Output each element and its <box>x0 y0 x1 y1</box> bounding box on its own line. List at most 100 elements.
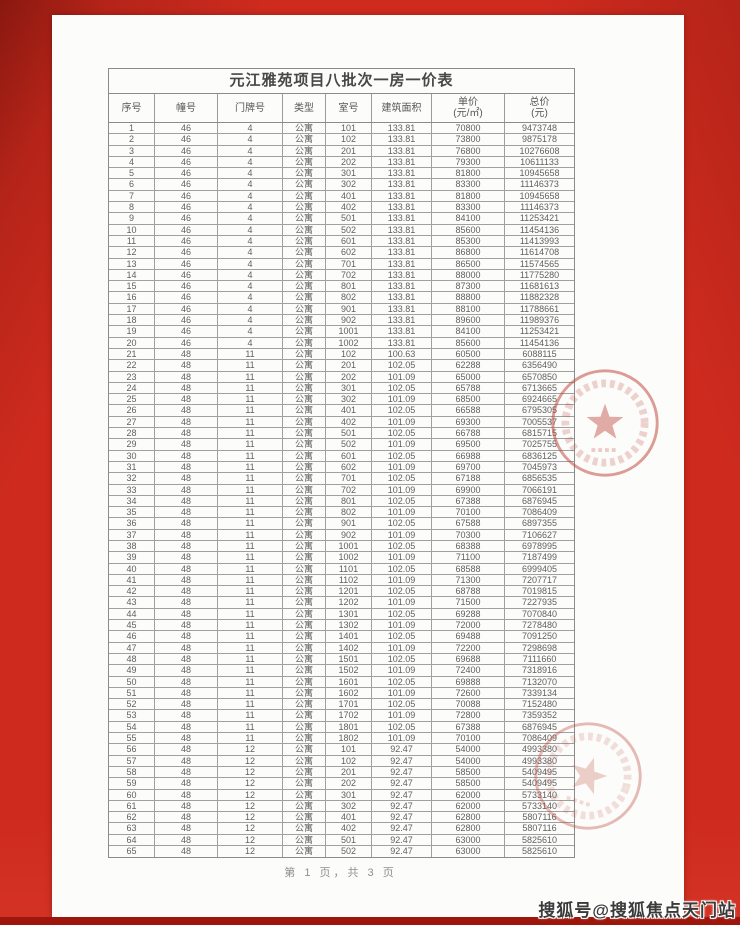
table-cell: 901 <box>326 303 372 316</box>
table-cell: 71100 <box>432 552 505 564</box>
table-cell: 85600 <box>432 224 505 236</box>
table-cell: 46 <box>155 235 218 248</box>
table-cell: 67388 <box>432 495 505 508</box>
table-cell: 1102 <box>326 574 372 587</box>
table-cell: 6856535 <box>505 473 574 485</box>
table-cell: 92.47 <box>372 744 432 756</box>
table-cell: 42 <box>109 586 155 598</box>
table-cell: 公寓 <box>283 428 326 440</box>
table-cell: 86500 <box>432 258 505 270</box>
table-cell: 公寓 <box>283 597 326 609</box>
table-cell: 101.09 <box>372 665 432 677</box>
table-cell: 102.05 <box>372 540 432 553</box>
table-cell: 11 <box>218 461 283 474</box>
table-cell: 102.05 <box>372 360 432 372</box>
table-cell: 9875178 <box>505 134 574 146</box>
table-cell: 7005537 <box>505 417 574 429</box>
table-cell: 11 <box>218 382 283 395</box>
table-cell: 1402 <box>326 642 372 654</box>
table-row: 56 48 12 公寓 101 92.47 54000 4993380 <box>109 744 574 756</box>
table-cell: 公寓 <box>283 269 326 282</box>
table-cell: 48 <box>155 778 218 790</box>
table-cell: 46 <box>155 202 218 214</box>
table-cell: 11 <box>218 518 283 530</box>
table-cell: 85300 <box>432 235 505 248</box>
table-row: 41 48 11 公寓 1102 101.09 71300 7207717 <box>109 574 574 587</box>
table-cell: 48 <box>155 405 218 417</box>
table-cell: 11 <box>218 529 283 541</box>
table-cell: 13 <box>109 258 155 270</box>
table-cell: 61 <box>109 800 155 813</box>
table-cell: 4 <box>218 258 283 270</box>
table-row: 48 48 11 公寓 1501 102.05 69688 7111660 <box>109 653 574 666</box>
table-cell: 11 <box>218 687 283 700</box>
table-cell: 66588 <box>432 405 505 417</box>
table-cell: 24 <box>109 382 155 395</box>
table-cell: 55 <box>109 733 155 745</box>
column-header: 类型 <box>283 94 326 122</box>
table-cell: 公寓 <box>283 292 326 304</box>
table-cell: 101.09 <box>372 687 432 700</box>
table-cell: 62800 <box>432 823 505 835</box>
table-cell: 68588 <box>432 563 505 575</box>
table-cell: 公寓 <box>283 800 326 813</box>
table-cell: 70100 <box>432 733 505 745</box>
table-cell: 401 <box>326 190 372 203</box>
table-cell: 公寓 <box>283 190 326 203</box>
table-cell: 46 <box>155 156 218 169</box>
table-cell: 公寓 <box>283 213 326 225</box>
table-cell: 公寓 <box>283 574 326 587</box>
table-cell: 12 <box>218 789 283 801</box>
table-cell: 46 <box>155 179 218 191</box>
table-cell: 1601 <box>326 676 372 688</box>
table-cell: 69900 <box>432 484 505 496</box>
table-cell: 902 <box>326 315 372 327</box>
table-cell: 56 <box>109 744 155 756</box>
table-cell: 101.09 <box>372 416 432 429</box>
table-cell: 92.47 <box>372 800 432 813</box>
table-cell: 85600 <box>432 337 505 349</box>
table-cell: 4993380 <box>505 756 574 767</box>
table-cell: 133.81 <box>372 179 432 191</box>
table-row: 23 48 11 公寓 202 101.09 65000 6570850 <box>109 371 574 383</box>
table-cell: 48 <box>155 416 218 429</box>
table-cell: 402 <box>326 823 372 835</box>
table-cell: 4 <box>218 292 283 304</box>
table-cell: 48 <box>155 529 218 541</box>
table-cell: 62800 <box>432 812 505 824</box>
table-cell: 1801 <box>326 721 372 734</box>
table-cell: 302 <box>326 800 372 813</box>
table-row: 4 46 4 公寓 202 133.81 79300 10611133 <box>109 156 574 169</box>
table-row: 13 46 4 公寓 701 133.81 86500 11574565 <box>109 258 574 270</box>
table-cell: 公寓 <box>283 834 326 846</box>
table-cell: 702 <box>326 269 372 282</box>
table-cell: 133.81 <box>372 292 432 304</box>
table-row: 55 48 11 公寓 1802 101.09 70100 7086409 <box>109 733 574 745</box>
table-cell: 201 <box>326 145 372 157</box>
table-cell: 12 <box>218 778 283 790</box>
table-cell: 1201 <box>326 586 372 598</box>
table-cell: 58500 <box>432 766 505 779</box>
table-cell: 102 <box>326 348 372 361</box>
table-cell: 12 <box>109 247 155 259</box>
table-cell: 公寓 <box>283 653 326 666</box>
table-row: 32 48 11 公寓 701 102.05 67188 6856535 <box>109 473 574 485</box>
table-cell: 1202 <box>326 597 372 609</box>
table-cell: 10276608 <box>505 146 574 157</box>
table-cell: 11 <box>218 642 283 654</box>
table-row: 26 48 11 公寓 401 102.05 66588 6795305 <box>109 405 574 417</box>
table-cell: 11 <box>218 676 283 688</box>
table-row: 51 48 11 公寓 1602 101.09 72600 7339134 <box>109 687 574 700</box>
table-row: 36 48 11 公寓 901 102.05 67588 6897355 <box>109 518 574 530</box>
table-cell: 62000 <box>432 789 505 801</box>
price-table-body: 1 46 4 公寓 101 133.81 70800 9473748 2 46 4 公寓 102 133.… <box>109 123 574 858</box>
table-cell: 64 <box>109 834 155 846</box>
table-cell: 48 <box>155 846 218 858</box>
table-cell: 公寓 <box>283 303 326 316</box>
table-cell: 4 <box>218 281 283 293</box>
table-cell: 101.09 <box>372 620 432 632</box>
table-cell: 48 <box>155 608 218 621</box>
table-cell: 公寓 <box>283 439 326 451</box>
table-cell: 5409495 <box>505 778 574 790</box>
table-cell: 10 <box>109 224 155 236</box>
